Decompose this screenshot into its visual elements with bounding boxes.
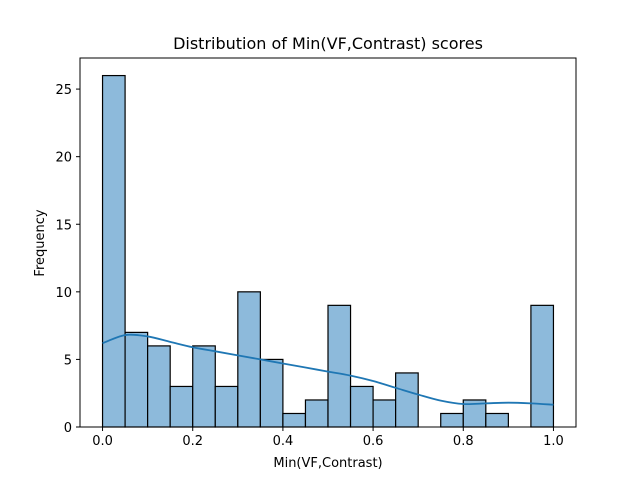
y-tick-label: 20 [55, 151, 72, 166]
histogram-bar [169, 385, 194, 428]
histogram-bar [192, 345, 216, 428]
x-axis-label: Min(VF,Contrast) [273, 456, 382, 471]
x-tick-label: 1.0 [543, 434, 564, 449]
histogram-bar [349, 385, 374, 428]
histogram-bar [259, 358, 284, 428]
histogram-bar [372, 399, 397, 428]
chart-title: Distribution of Min(VF,Contrast) scores [173, 34, 483, 53]
histogram-bar [395, 372, 419, 428]
x-axis-ticks: 0.0 0.2 0.4 0.6 0.8 1.0 [92, 427, 564, 449]
y-axis-ticks: 0 5 10 15 20 25 [55, 83, 80, 436]
histogram-bars [101, 74, 555, 428]
x-tick-label: 0.2 [182, 434, 203, 449]
histogram-bar [327, 304, 352, 428]
histogram-bar [304, 399, 329, 428]
y-tick-label: 15 [55, 218, 72, 233]
y-tick-label: 25 [55, 83, 72, 98]
y-axis-label: Frequency [33, 209, 48, 276]
histogram-bar [214, 385, 239, 428]
y-tick-label: 0 [64, 421, 72, 436]
histogram-bar [530, 304, 555, 428]
histogram-bar [147, 345, 171, 428]
y-tick-label: 10 [55, 286, 72, 301]
x-tick-label: 0.6 [363, 434, 384, 449]
histogram-bar [282, 412, 307, 428]
plot-area-frame [79, 57, 577, 428]
histogram-bar [485, 412, 509, 428]
kde-curve [102, 333, 554, 406]
histogram-bar [124, 331, 149, 428]
histogram-bar [101, 74, 126, 428]
y-tick-label: 5 [64, 353, 72, 368]
x-tick-label: 0.8 [453, 434, 474, 449]
x-tick-label: 0.0 [92, 434, 113, 449]
x-tick-label: 0.4 [273, 434, 294, 449]
histogram-bar [440, 412, 464, 428]
